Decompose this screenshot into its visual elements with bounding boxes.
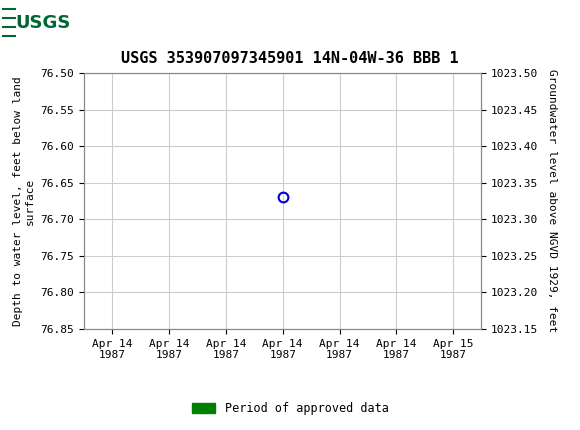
Y-axis label: Depth to water level, feet below land
surface: Depth to water level, feet below land su…	[13, 76, 35, 326]
Text: USGS: USGS	[16, 14, 71, 31]
FancyBboxPatch shape	[3, 3, 84, 42]
Legend: Period of approved data: Period of approved data	[187, 397, 393, 420]
Text: USGS 353907097345901 14N-04W-36 BBB 1: USGS 353907097345901 14N-04W-36 BBB 1	[121, 51, 459, 66]
Y-axis label: Groundwater level above NGVD 1929, feet: Groundwater level above NGVD 1929, feet	[547, 69, 557, 333]
